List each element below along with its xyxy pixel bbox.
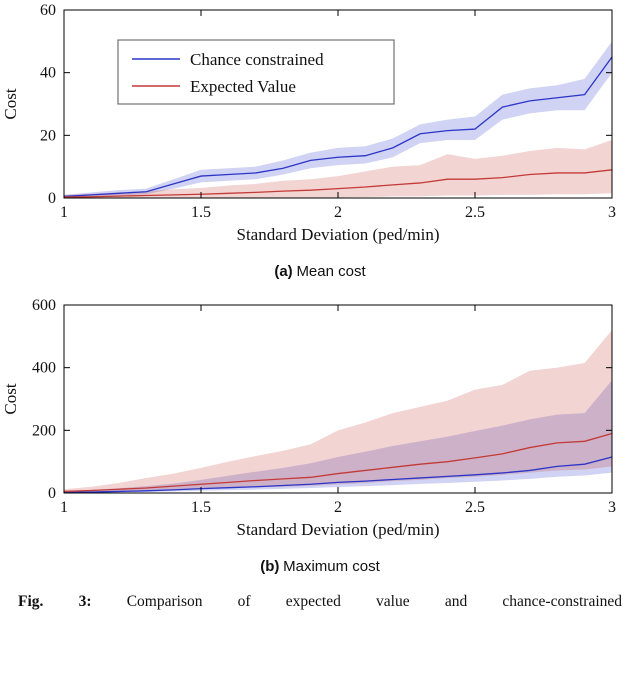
maximum-cost-chart: 1 1.5 2 2.5 3 0 200 400 600 Standard Deviation (p… [1,297,616,539]
subcaption-a-tag: (a) [274,263,293,280]
svg-text:2.5: 2.5 [465,499,485,516]
svg-text:60: 60 [40,2,56,19]
svg-text:1: 1 [60,204,68,221]
svg-text:Standard Deviation (ped/min): Standard Deviation (ped/min) [236,225,439,244]
svg-text:200: 200 [32,422,56,439]
svg-text:20: 20 [40,127,56,144]
figure-caption: Fig. 3: Comparison of expected value and… [18,592,622,613]
svg-text:1.5: 1.5 [191,204,211,221]
svg-text:Chance constrained: Chance constrained [190,50,324,69]
svg-text:Standard Deviation (ped/min): Standard Deviation (ped/min) [236,520,439,539]
svg-text:0: 0 [48,190,56,207]
mean-cost-chart: 1 1.5 2 2.5 3 0 20 40 60 Standard Deviation (ped/… [1,2,616,244]
svg-text:3: 3 [608,499,616,516]
svg-text:3: 3 [608,204,616,221]
svg-text:Expected Value: Expected Value [190,77,296,96]
svg-text:Cost: Cost [1,88,20,119]
svg-text:2: 2 [334,204,342,221]
svg-text:1: 1 [60,499,68,516]
subcaption-b-text: Maximum cost [283,558,380,575]
figure-caption-label: Fig. 3: [18,593,92,610]
subcaption-b: (b) Maximum cost [0,558,640,576]
chart-b-block: 1 1.5 2 2.5 3 0 200 400 600 Standard Deviation (p… [0,295,640,552]
svg-text:2.5: 2.5 [465,204,485,221]
chart-a-block: 1 1.5 2 2.5 3 0 20 40 60 Standard Deviation (ped/… [0,0,640,257]
svg-text:40: 40 [40,65,56,82]
svg-text:2: 2 [334,499,342,516]
subcaption-b-tag: (b) [260,558,280,575]
svg-text:Cost: Cost [1,383,20,414]
subcaption-a: (a) Mean cost [0,263,640,281]
figure-3: 1 1.5 2 2.5 3 0 20 40 60 Standard Deviation (ped/… [0,0,640,613]
svg-text:600: 600 [32,297,56,314]
svg-text:1.5: 1.5 [191,499,211,516]
subcaption-a-text: Mean cost [296,263,366,280]
svg-text:400: 400 [32,360,56,377]
figure-caption-text: Comparison of expected value and chance-… [126,593,623,610]
svg-text:0: 0 [48,485,56,502]
